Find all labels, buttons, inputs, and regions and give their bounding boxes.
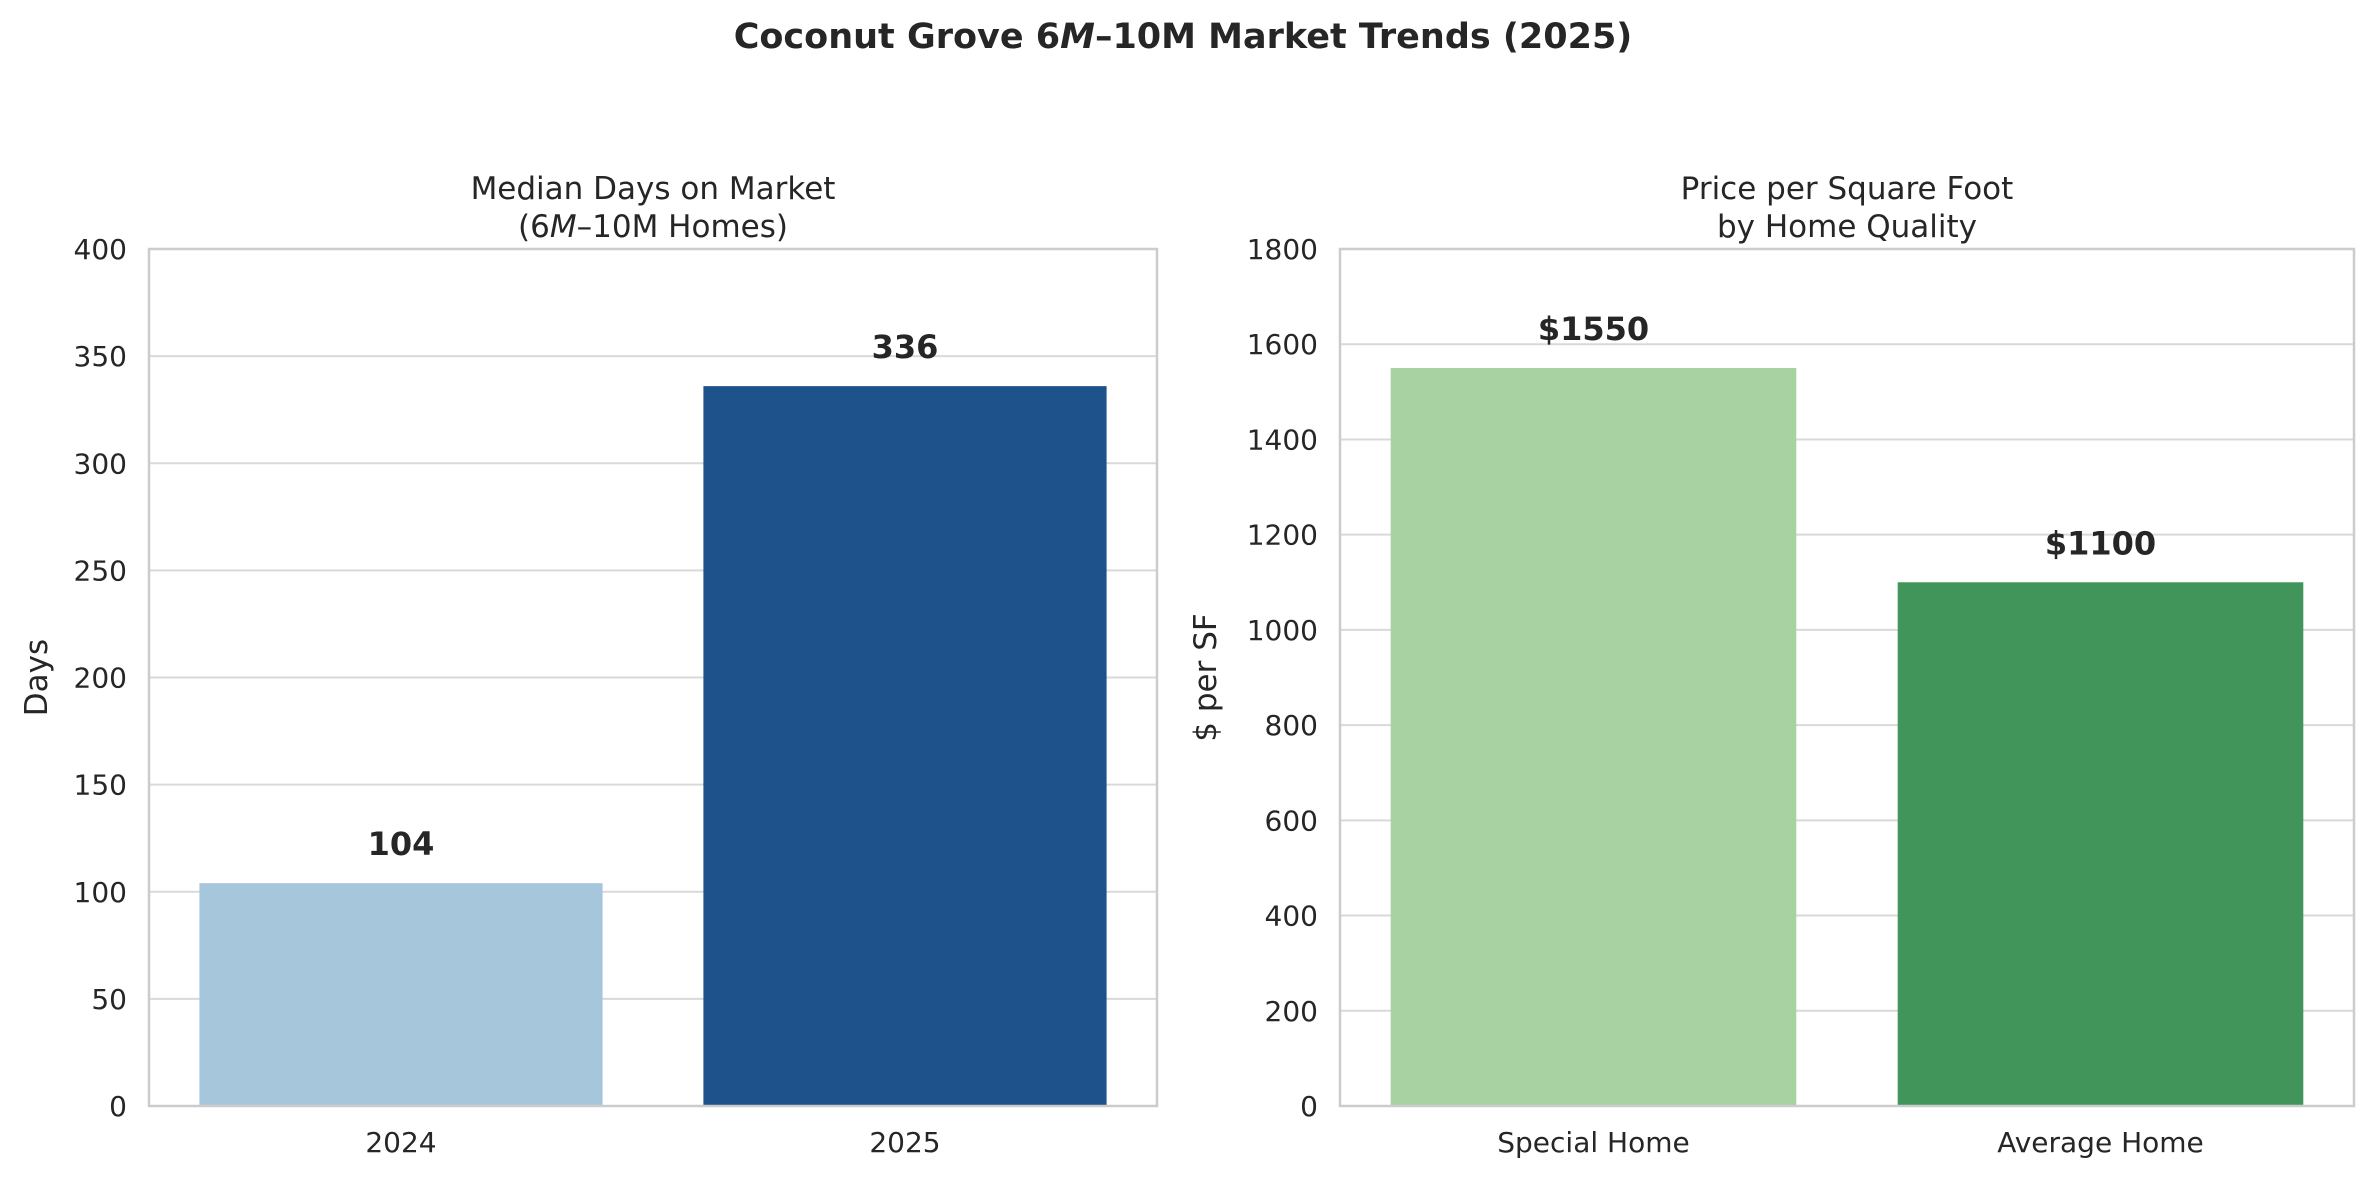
days-on-market-bar [703, 386, 1107, 1106]
price-per-sf-ylabel: $ per SF [1188, 613, 1224, 741]
days-on-market-frame [147, 247, 1159, 1108]
price-per-sf-ytick-label: 400 [1265, 900, 1318, 933]
price-per-sf-xtick-label: Average Home [1997, 1126, 2204, 1159]
figure-title: Coconut Grove 6M–10M Market Trends (2025… [734, 17, 1633, 57]
days-on-market-ytick-label: 250 [74, 554, 127, 587]
days-on-market-bar-value-label: 336 [872, 328, 939, 366]
days-on-market-ytick-label: 400 [74, 233, 127, 266]
price-per-sf-ytick-label: 600 [1265, 804, 1318, 837]
price-per-sf-ytick-label: 200 [1265, 995, 1318, 1028]
price-per-sf-ytick-label: 1800 [1247, 233, 1318, 266]
days-on-market-ytick-label: 50 [91, 983, 127, 1016]
price-per-sf-ytick-label: 1200 [1247, 519, 1318, 552]
days-on-market-ytick-label: 350 [74, 340, 127, 373]
price-per-sf-bar [1897, 582, 2304, 1106]
days-on-market-ytick-label: 200 [74, 662, 127, 695]
price-per-sf-bar-value-label: $1550 [1538, 310, 1649, 348]
price-per-sf-ytick-label: 0 [1300, 1090, 1318, 1123]
days-on-market-xtick-label: 2025 [869, 1126, 940, 1159]
price-per-sf-ytick-label: 1400 [1247, 423, 1318, 456]
days-on-market-ytick-label: 150 [74, 769, 127, 802]
price-per-sf-frame [1338, 247, 2356, 1108]
price-per-sf-bar [1390, 368, 1797, 1106]
days-on-market-ytick-label: 300 [74, 447, 127, 480]
days-on-market-ytick-label: 0 [109, 1090, 127, 1123]
price-per-sf-ytick-label: 800 [1265, 709, 1318, 742]
price-per-sf-title-line: by Home Quality [1717, 209, 1977, 245]
days-on-market-title-line: Median Days on Market [471, 171, 836, 207]
price-per-sf-ytick-label: 1000 [1247, 614, 1318, 647]
price-per-sf-ytick-label: 1600 [1247, 328, 1318, 361]
days-on-market-title-line: (6M–10M Homes) [518, 209, 788, 245]
price-per-sf-bar-value-label: $1100 [2045, 524, 2156, 562]
days-on-market-ytick-label: 100 [74, 876, 127, 909]
price-per-sf-title-line: Price per Square Foot [1681, 171, 2014, 207]
days-on-market-ylabel: Days [19, 639, 55, 716]
days-on-market-xtick-label: 2024 [365, 1126, 436, 1159]
days-on-market-bar-value-label: 104 [368, 825, 435, 863]
price-per-sf-xtick-label: Special Home [1497, 1126, 1689, 1159]
days-on-market-bar [199, 883, 603, 1106]
